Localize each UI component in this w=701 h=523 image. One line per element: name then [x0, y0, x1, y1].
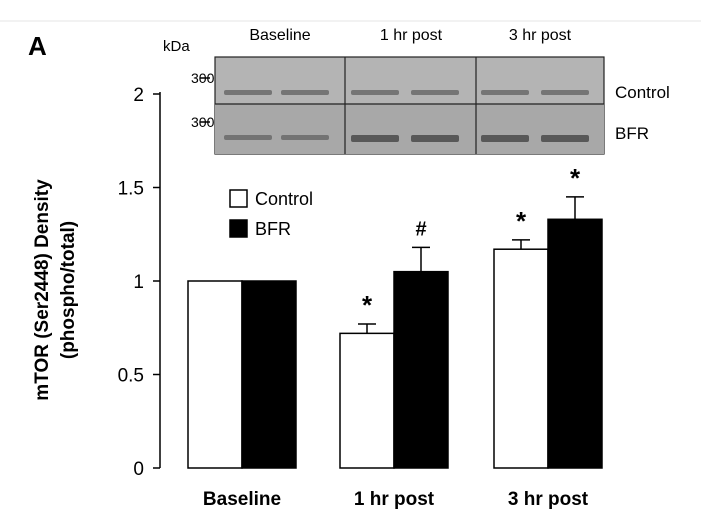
blot-band — [281, 135, 329, 140]
blot-band — [224, 135, 272, 140]
blot-bands — [224, 90, 589, 142]
y-tick-label: 1 — [133, 272, 144, 293]
legend-label-bfr: BFR — [255, 219, 291, 239]
blot-row-bfr-shade — [215, 104, 604, 154]
bar-control — [493, 248, 549, 469]
blot-band — [351, 135, 399, 142]
significance-marker: # — [415, 218, 426, 240]
bar-bfr — [547, 218, 603, 469]
y-ticks: 0 0.5 1 1.5 2 — [118, 85, 160, 480]
significance-marker: * — [516, 206, 527, 236]
panel-label: A — [28, 31, 47, 61]
legend-swatch-control — [229, 189, 248, 208]
bars: * # * * — [187, 163, 603, 469]
y-tick-label: 0.5 — [118, 366, 144, 387]
blot-band — [411, 135, 459, 142]
blot-band — [281, 90, 329, 95]
legend-swatch-bfr — [229, 219, 248, 238]
significance-marker: * — [570, 163, 581, 193]
bar-bfr — [241, 280, 297, 469]
x-category-labels: Baseline 1 hr post 3 hr post — [203, 489, 589, 510]
blot-band — [224, 90, 272, 95]
y-tick-label: 1.5 — [118, 179, 144, 200]
blot-band — [351, 90, 399, 95]
legend-label-control: Control — [255, 189, 313, 209]
y-axis-title-line2: (phospho/total) — [58, 221, 79, 359]
x-category-label: 3 hr post — [508, 489, 589, 510]
blot-band — [541, 90, 589, 95]
blot-unit-label: kDa — [163, 38, 190, 55]
blot-column-label-1hr: 1 hr post — [380, 27, 443, 44]
blot-row-label-bfr: BFR — [615, 124, 649, 143]
blot-row-label-control: Control — [615, 83, 670, 102]
western-blot-inset: kDa Baseline 1 hr post 3 hr post 300 300… — [163, 27, 670, 155]
bar-control — [187, 280, 243, 469]
blot-column-label-baseline: Baseline — [249, 27, 310, 44]
legend: Control BFR — [229, 189, 313, 239]
y-axis-title-line1: mTOR (Ser2448) Density — [32, 179, 53, 401]
y-tick-label: 2 — [133, 85, 144, 106]
blot-band — [541, 135, 589, 142]
blot-column-label-3hr: 3 hr post — [509, 27, 572, 44]
blot-band — [481, 90, 529, 95]
significance-marker: * — [362, 290, 373, 320]
bar-control — [339, 332, 395, 469]
y-tick-label: 0 — [133, 459, 144, 480]
x-category-label: Baseline — [203, 489, 281, 510]
blot-band — [411, 90, 459, 95]
bar-bfr — [393, 270, 449, 469]
blot-band — [481, 135, 529, 142]
x-category-label: 1 hr post — [354, 489, 435, 510]
